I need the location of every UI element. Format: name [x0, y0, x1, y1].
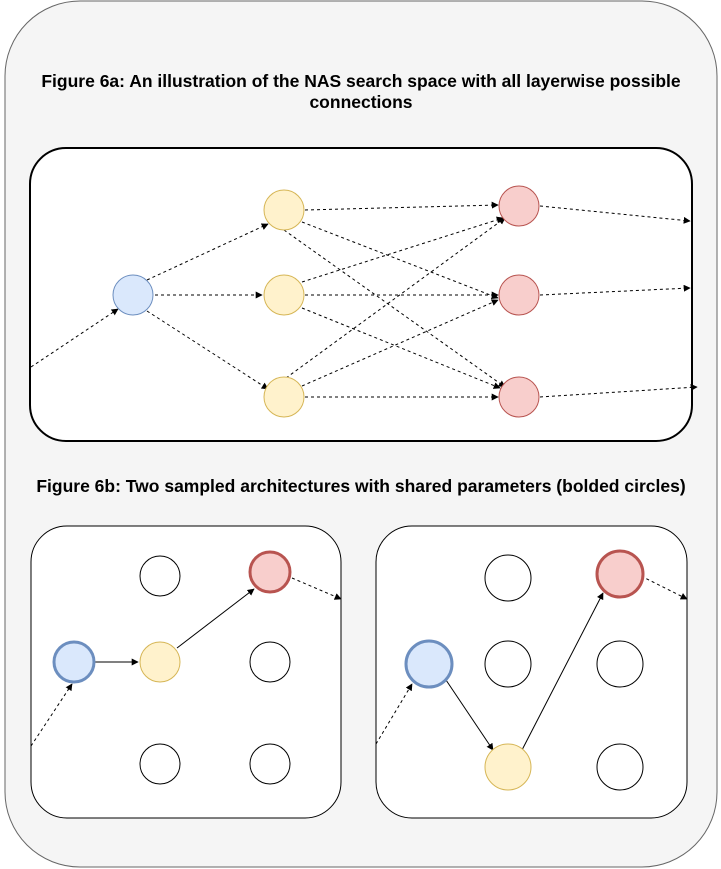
- right-arch-nodes: [404, 549, 645, 791]
- figure-6b-title: Figure 6b: Two sampled architectures wit…: [36, 476, 685, 496]
- left-empty-node-2: [249, 641, 291, 683]
- right-arch-edges: [375, 575, 688, 751]
- right-output-node-bold: [595, 549, 645, 599]
- hidden-node-3: [263, 376, 305, 418]
- edge-o2-out: [539, 284, 691, 296]
- left-arch-nodes: [52, 550, 292, 785]
- output-node-1: [498, 185, 540, 227]
- right-input-node-bold: [404, 639, 454, 689]
- right-hidden-node: [484, 743, 532, 791]
- output-node-3: [498, 376, 540, 418]
- edge-h1-o1: [304, 201, 499, 211]
- left-edge-o-out: [291, 577, 342, 600]
- edge-h2-o1: [301, 216, 504, 283]
- left-hidden-node: [139, 641, 181, 683]
- left-empty-node-1: [139, 555, 181, 597]
- left-empty-node-3: [139, 743, 181, 785]
- right-edge-in-h: [445, 679, 494, 751]
- hidden-node-1: [263, 189, 305, 231]
- figure-6a-title-line1: Figure 6a: An illustration of the NAS se…: [41, 71, 681, 91]
- right-edge-h-o: [521, 592, 604, 751]
- left-edge-h-o: [176, 588, 255, 649]
- edge-o1-out: [539, 205, 691, 224]
- figure-6a-edges: [30, 201, 698, 401]
- figure-6a-title-line2: connections: [309, 92, 412, 112]
- figure-6a-nodes: [112, 185, 540, 418]
- output-node-2: [498, 274, 540, 316]
- left-input-node-bold: [52, 640, 96, 684]
- edge-in-h1: [146, 223, 269, 281]
- right-empty-node-2: [484, 640, 532, 688]
- left-arch-edges: [30, 577, 342, 747]
- edge-o3-out: [539, 383, 698, 398]
- hidden-node-2: [263, 274, 305, 316]
- right-empty-node-1: [484, 554, 532, 602]
- input-node: [112, 274, 154, 316]
- left-output-node-bold: [248, 550, 292, 594]
- right-empty-node-3: [596, 640, 644, 688]
- edge-h1-o2: [301, 221, 499, 299]
- left-empty-node-4: [249, 743, 291, 785]
- right-edge-o-out: [640, 575, 688, 600]
- figure-6b-right-panel: [375, 525, 688, 819]
- right-empty-node-4: [596, 743, 644, 791]
- left-edge-input: [30, 683, 73, 747]
